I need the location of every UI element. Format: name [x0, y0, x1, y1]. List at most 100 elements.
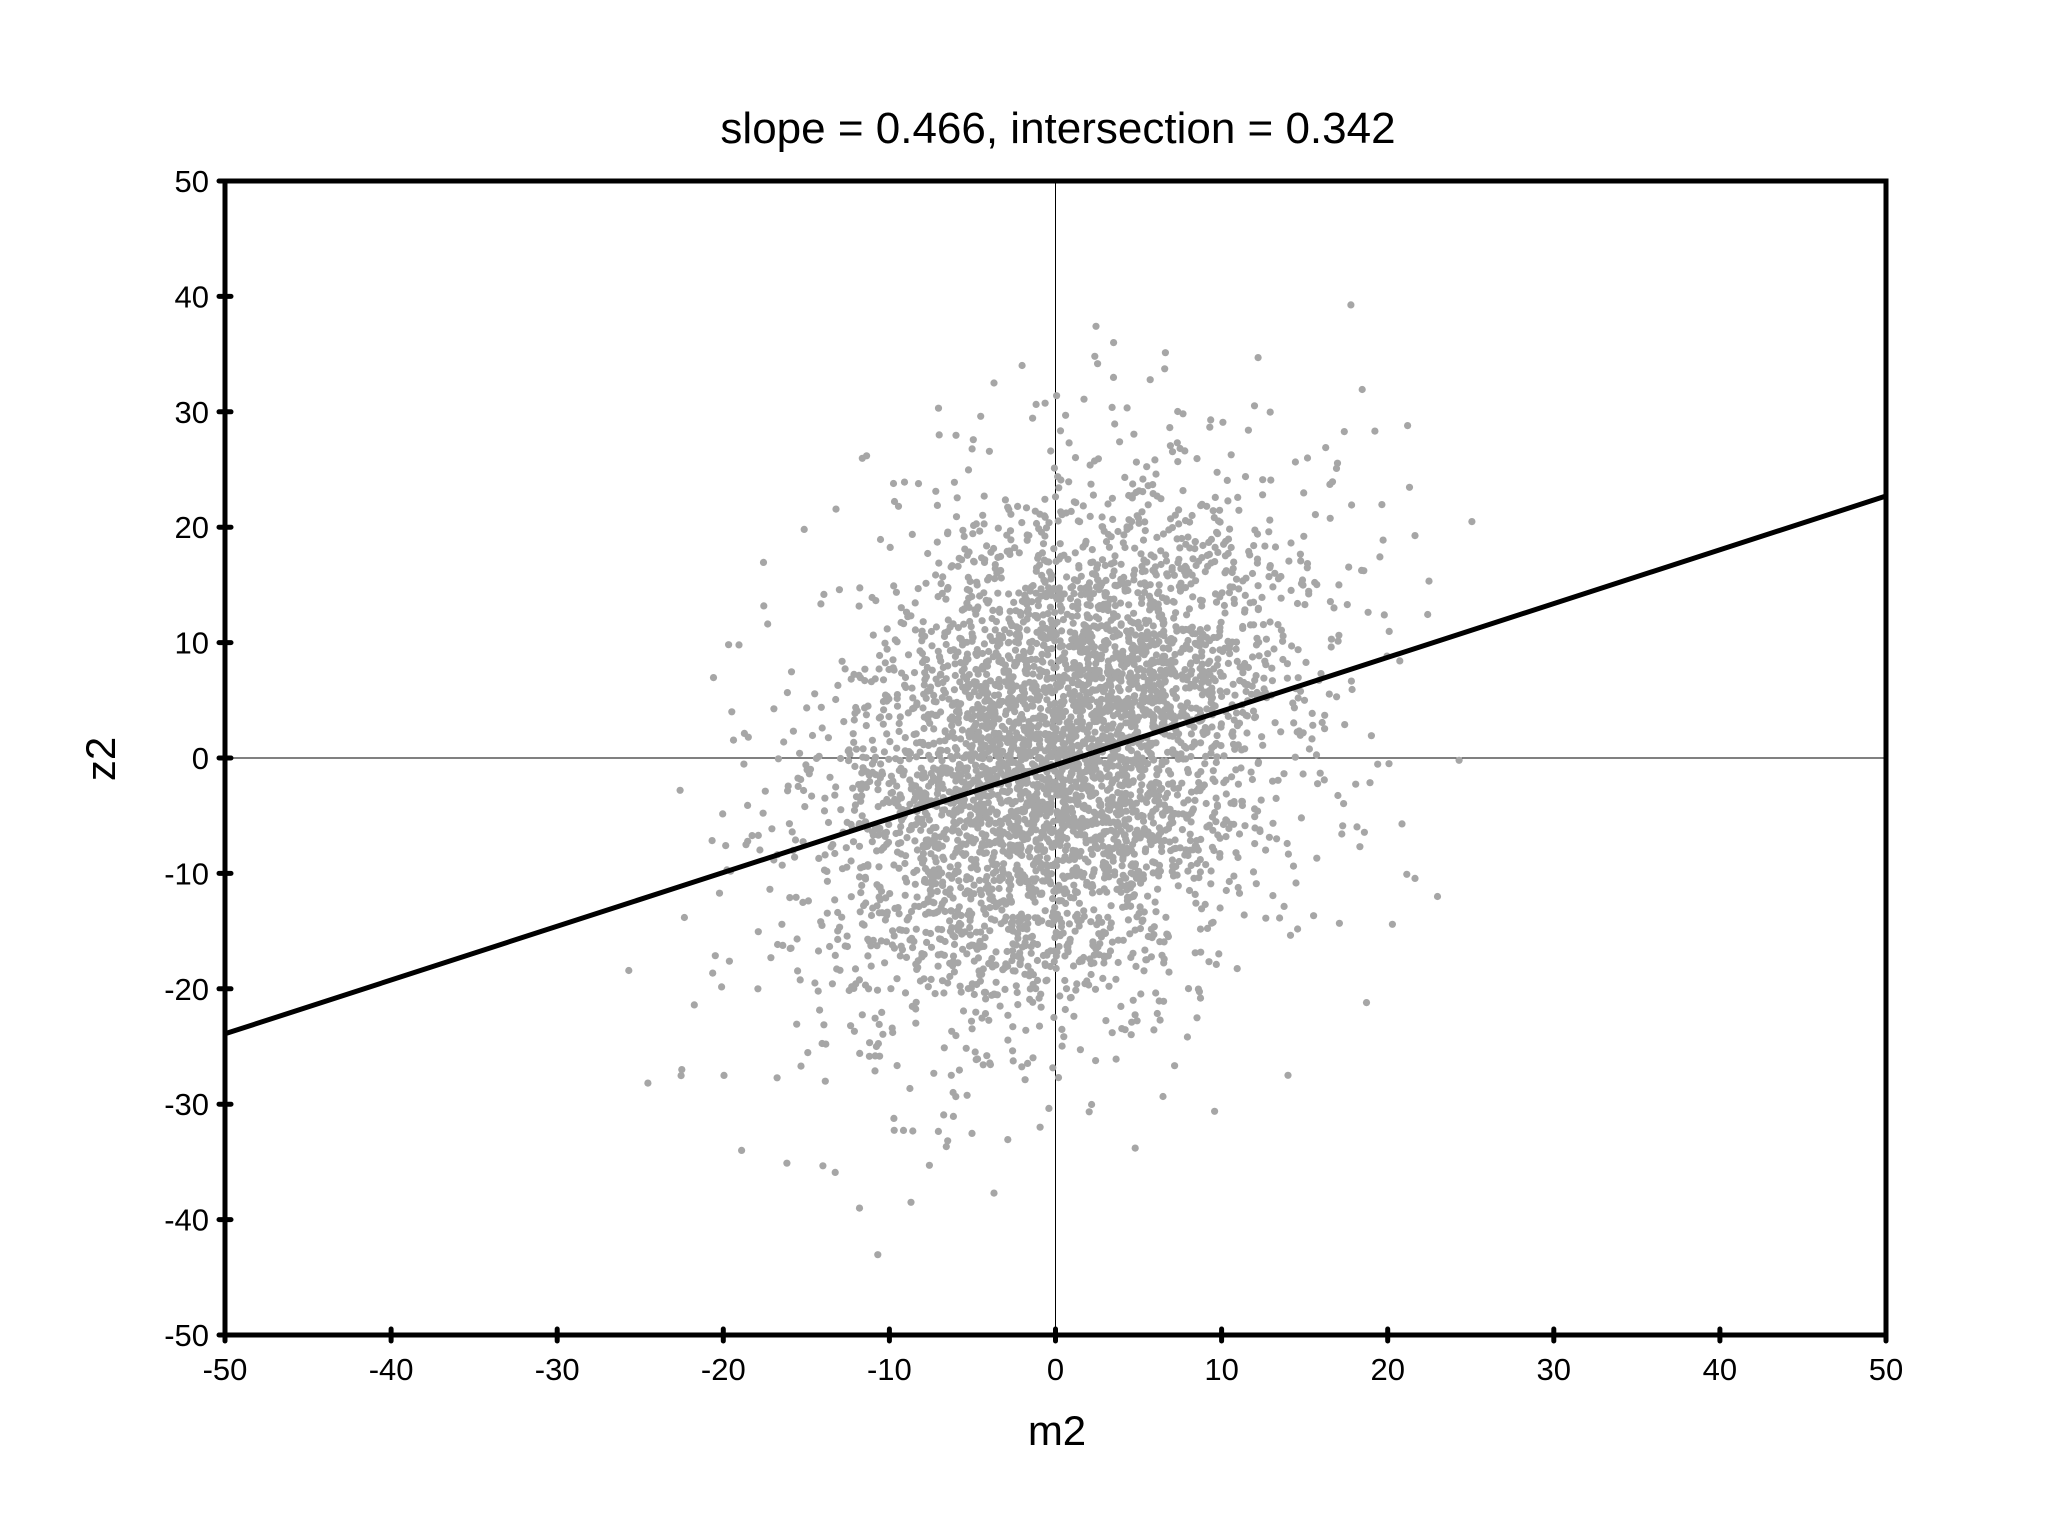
scatter-point — [1152, 908, 1160, 916]
scatter-point — [912, 925, 920, 933]
scatter-point — [1071, 659, 1079, 667]
scatter-point — [911, 880, 919, 888]
scatter-point — [1008, 841, 1017, 850]
scatter-point — [991, 715, 1000, 723]
scatter-point — [794, 774, 802, 782]
scatter-point — [1069, 962, 1078, 970]
scatter-point — [1256, 827, 1264, 836]
scatter-point — [1038, 715, 1046, 723]
scatter-point — [1004, 639, 1012, 647]
scatter-point — [934, 840, 943, 848]
scatter-point — [1262, 635, 1270, 643]
scatter-point — [945, 809, 954, 817]
scatter-point — [1098, 556, 1107, 564]
scatter-point — [1152, 470, 1160, 478]
scatter-point — [1041, 513, 1049, 521]
scatter-point — [1070, 894, 1078, 902]
scatter-point — [1138, 781, 1146, 789]
scatter-point — [1388, 920, 1396, 928]
regression-line-group — [222, 493, 1889, 1037]
scatter-point — [1031, 746, 1039, 754]
scatter-point — [1029, 809, 1037, 818]
scatter-point — [924, 549, 932, 558]
scatter-point — [996, 608, 1004, 616]
scatter-point — [1174, 407, 1182, 416]
scatter-point — [901, 874, 909, 882]
scatter-point — [951, 734, 959, 742]
scatter-point — [1165, 968, 1173, 976]
scatter-point — [1153, 1009, 1161, 1018]
scatter-point — [930, 725, 938, 733]
scatter-point — [1071, 818, 1079, 826]
scatter-point — [1051, 493, 1060, 501]
scatter-point — [1036, 834, 1044, 842]
scatter-point — [1233, 965, 1241, 973]
scatter-point — [963, 1091, 971, 1099]
scatter-point — [1265, 573, 1273, 581]
scatter-point — [1117, 810, 1125, 818]
scatter-point — [1205, 821, 1213, 829]
scatter-point — [1247, 690, 1256, 698]
scatter-point — [1172, 862, 1180, 871]
scatter-point — [1347, 301, 1355, 309]
scatter-point — [709, 674, 718, 682]
scatter-point — [1174, 559, 1182, 567]
scatter-point — [1425, 577, 1433, 585]
scatter-point — [1027, 968, 1035, 976]
scatter-point — [909, 944, 917, 952]
scatter-point — [1157, 560, 1165, 569]
scatter-point — [1196, 994, 1205, 1002]
scatter-point — [944, 530, 952, 538]
scatter-point — [1348, 501, 1356, 509]
scatter-point — [1186, 830, 1194, 838]
scatter-point — [1059, 751, 1067, 759]
scatter-point — [924, 836, 932, 844]
scatter-point — [868, 593, 876, 602]
scatter-point — [1050, 545, 1058, 553]
scatter-point — [1016, 841, 1024, 849]
scatter-point — [932, 675, 940, 683]
scatter-point — [1065, 643, 1073, 651]
scatter-point — [1058, 1025, 1066, 1033]
scatter-point — [879, 676, 888, 684]
scatter-point — [1052, 928, 1060, 937]
scatter-point — [1069, 619, 1077, 627]
scatter-point — [841, 942, 849, 950]
scatter-point — [1185, 886, 1194, 895]
scatter-point — [1287, 539, 1295, 547]
scatter-point — [1209, 826, 1217, 834]
scatter-point — [1030, 696, 1038, 704]
scatter-point — [893, 1062, 901, 1070]
scatter-point — [814, 987, 822, 995]
scatter-point — [873, 902, 881, 910]
scatter-point — [1224, 549, 1232, 558]
scatter-point — [930, 866, 938, 874]
scatter-point — [855, 873, 864, 881]
scatter-point — [964, 466, 973, 474]
scatter-point — [979, 662, 987, 671]
scatter-point — [1284, 1071, 1292, 1079]
scatter-point — [1055, 883, 1063, 892]
scatter-point — [1090, 716, 1098, 724]
scatter-point — [889, 927, 897, 935]
scatter-point — [977, 740, 985, 748]
scatter-point — [1007, 536, 1015, 544]
scatter-point — [1149, 819, 1157, 827]
scatter-point — [1029, 939, 1038, 947]
scatter-point — [744, 837, 752, 845]
scatter-point — [1174, 882, 1182, 890]
scatter-point — [1102, 538, 1111, 546]
scatter-point — [1219, 418, 1227, 426]
scatter-point — [973, 578, 981, 586]
scatter-point — [1119, 903, 1127, 911]
scatter-point — [1364, 608, 1372, 616]
scatter-point — [1226, 650, 1234, 658]
scatter-point — [937, 935, 945, 944]
scatter-point — [1177, 750, 1185, 758]
scatter-point — [887, 985, 895, 993]
scatter-point — [1129, 777, 1137, 785]
scatter-point — [1107, 826, 1115, 834]
scatter-point — [986, 633, 994, 641]
scatter-point — [1108, 1029, 1116, 1037]
scatter-point — [1205, 538, 1213, 547]
